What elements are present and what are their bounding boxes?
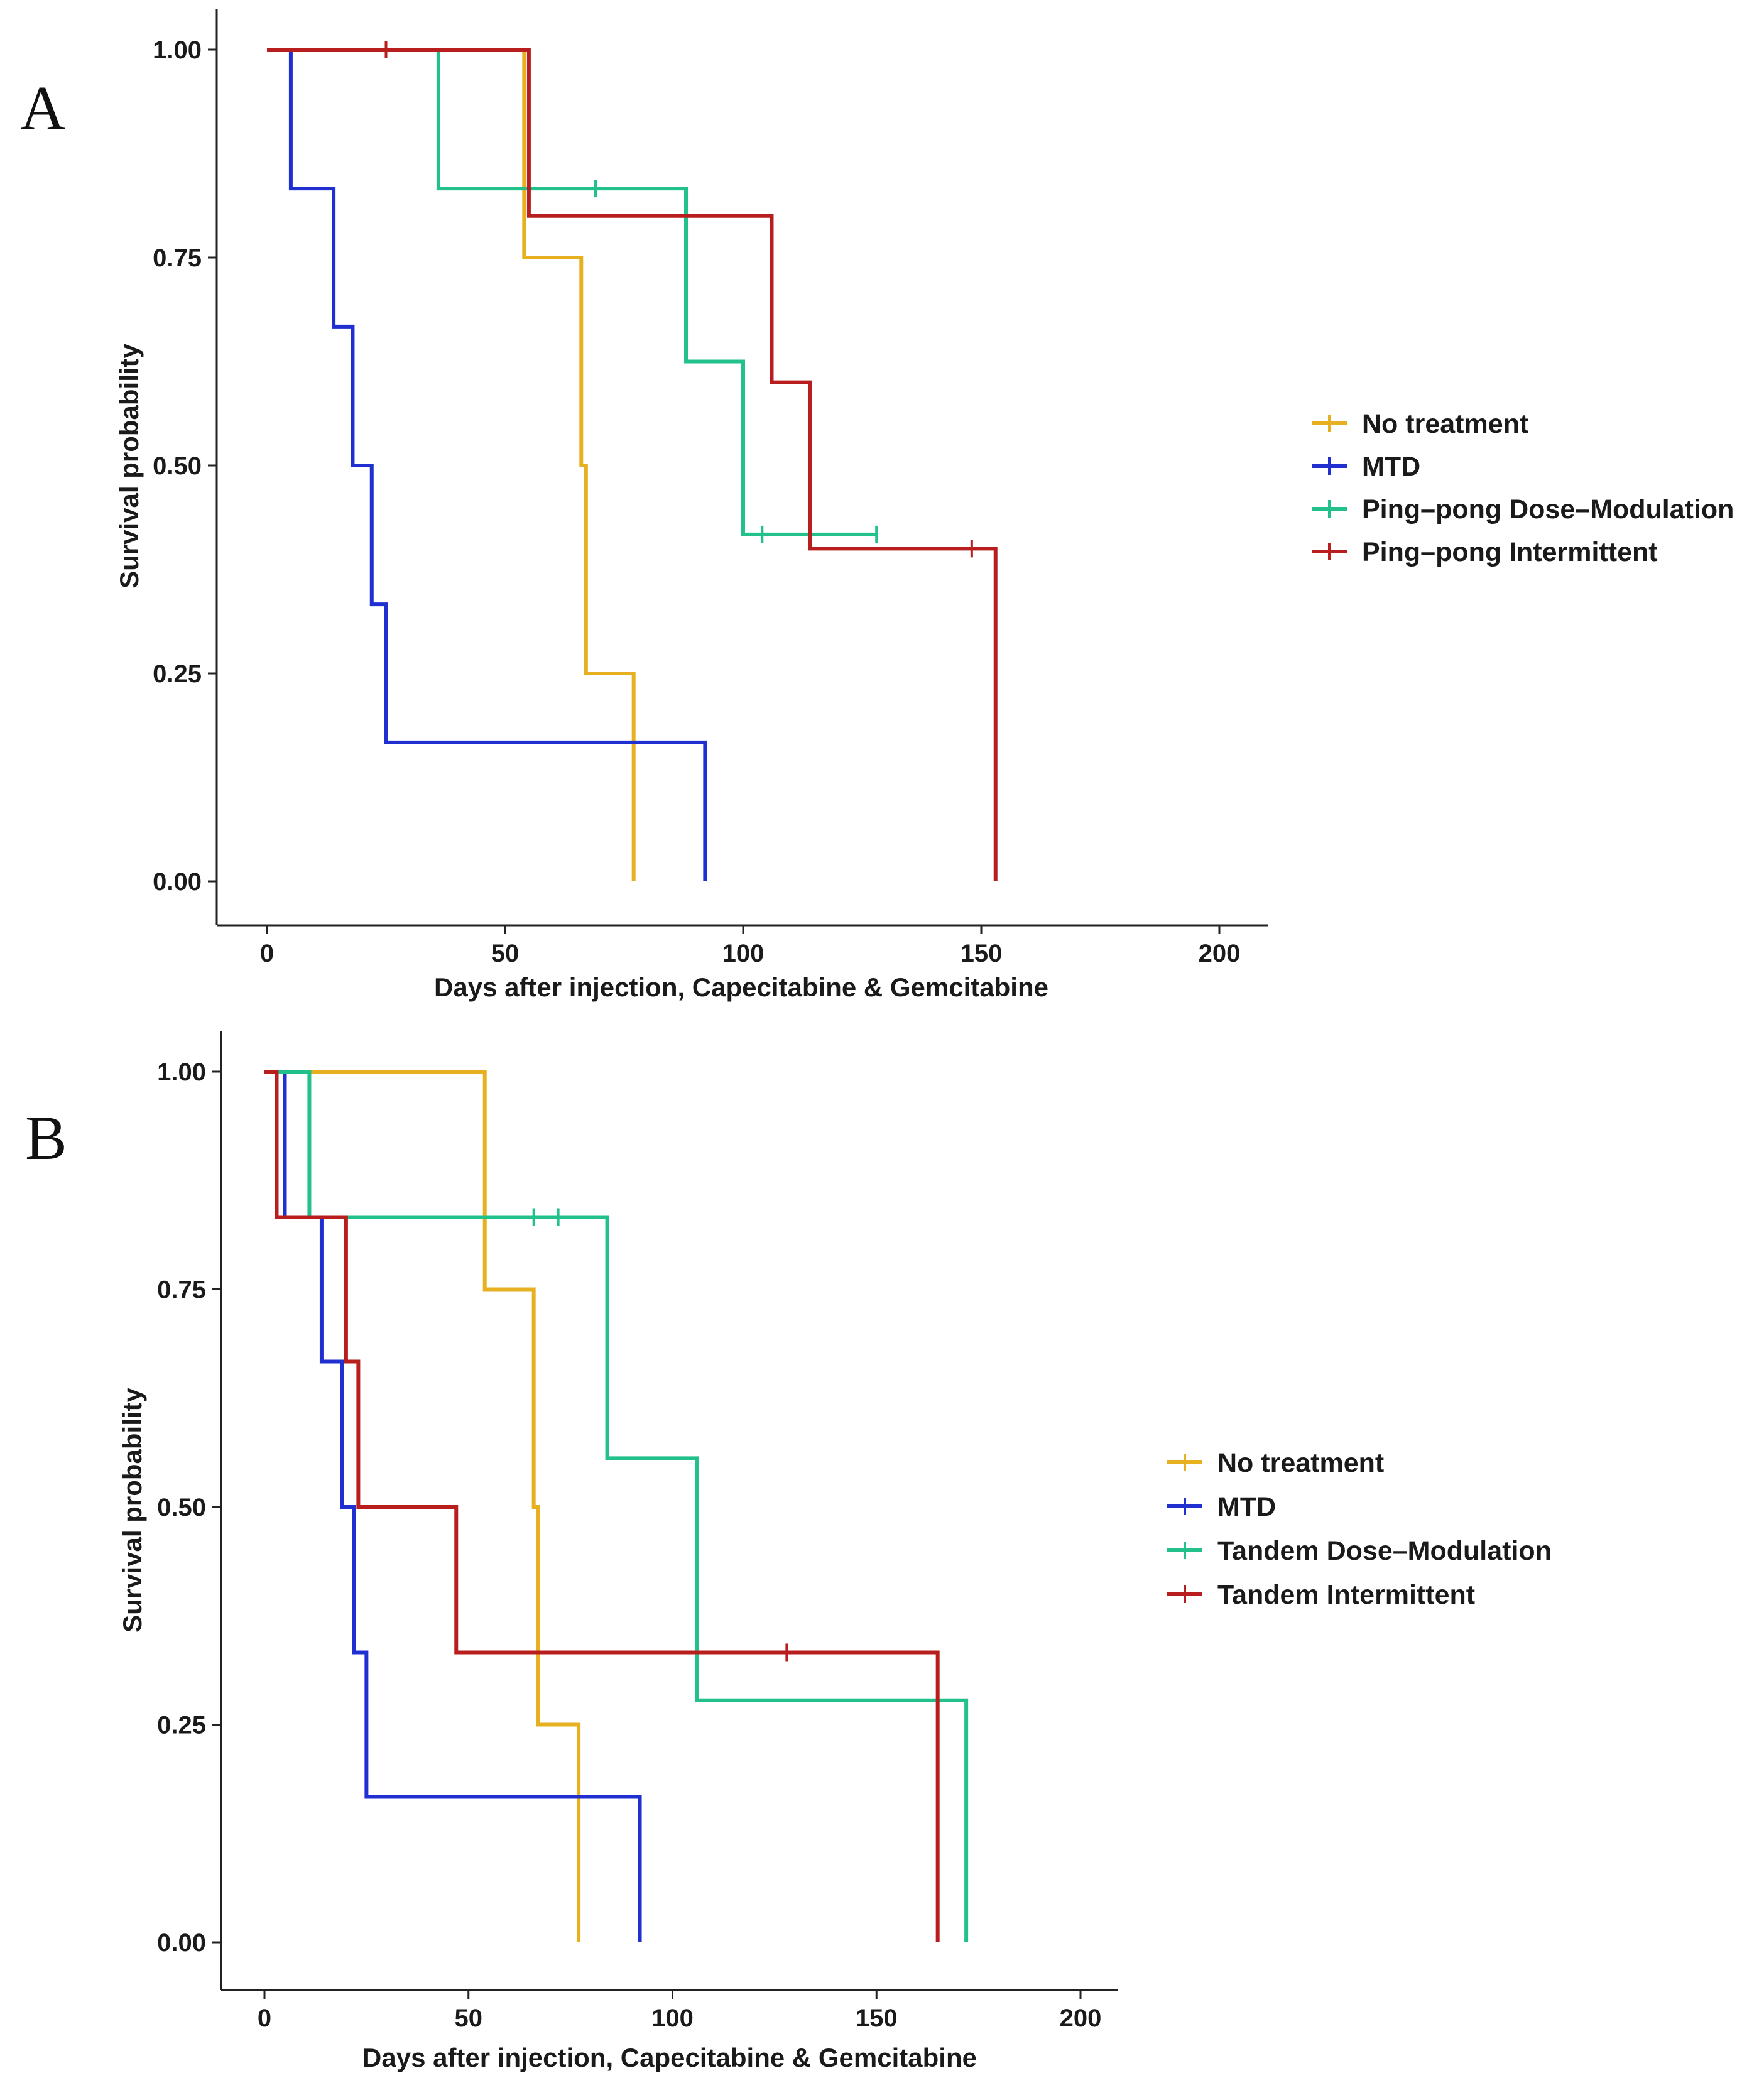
- panel-a-y-tick-label: 0.50: [153, 452, 202, 480]
- panel-a-legend-label: Ping–pong Dose–Modulation: [1362, 494, 1734, 525]
- panel-a-x-tick-label: 0: [260, 940, 274, 967]
- panel-b-y-tick-label: 1.00: [157, 1058, 206, 1086]
- panel-b-legend-label: Tandem Dose–Modulation: [1217, 1536, 1552, 1566]
- panel-a-x-tick-label: 200: [1199, 940, 1241, 967]
- panel-b-x-axis-title: Days after injection, Capecitabine & Gem…: [362, 2043, 977, 2072]
- panel-a-legend: No treatment MTD Ping–pong Dose–Modulation…: [1312, 409, 1734, 567]
- panel-a-curve-mtd: [267, 48, 707, 881]
- panel-b-x-tick-label: 100: [651, 2004, 694, 2032]
- panel-a-y-tick-label: 0.75: [153, 244, 202, 272]
- panel-b-y-tick-label: 0.00: [157, 1929, 206, 1957]
- panel-b-legend-label: No treatment: [1217, 1448, 1384, 1478]
- panel-a-legend-item-no-treatment: No treatment: [1312, 409, 1528, 439]
- panel-b-label: B: [25, 1103, 67, 1173]
- panel-a-x-tick-label: 150: [961, 940, 1003, 967]
- panel-a-y-tick-label: 0.25: [153, 660, 202, 688]
- panel-b-legend-item-mtd: MTD: [1167, 1492, 1276, 1522]
- panel-a-x-axis-title: Days after injection, Capecitabine & Gem…: [434, 972, 1048, 1002]
- panel-a-legend-item-mtd: MTD: [1312, 452, 1420, 482]
- panel-b: B 0 50 100 150 200 0.00 0.25 0.50 0.75 1.00 Days …: [25, 1031, 1552, 2072]
- panel-b-curve-no-treatment: [264, 1070, 581, 1942]
- panel-b-y-tick-label: 0.75: [157, 1276, 206, 1304]
- panel-b-y-tick-label: 0.25: [157, 1712, 206, 1739]
- panel-b-x-tick-label: 50: [455, 2004, 483, 2032]
- panel-b-y-tick-label: 0.50: [157, 1494, 206, 1521]
- panel-b-legend-label: Tandem Intermittent: [1217, 1580, 1475, 1610]
- panel-b-legend-item-tandem-dose-modulation: Tandem Dose–Modulation: [1167, 1536, 1552, 1566]
- panel-a-curve-no-treatment: [267, 48, 636, 881]
- panel-a-x-tick-label: 50: [491, 940, 520, 967]
- panel-a-legend-item-ping-pong-dose-modulation: Ping–pong Dose–Modulation: [1312, 494, 1734, 525]
- panel-a-y-tick-label: 0.00: [153, 868, 202, 896]
- panel-a-curve-ping-pong-dose-modulation: [267, 48, 877, 536]
- panel-b-x-tick-label: 0: [258, 2004, 271, 2032]
- panel-a-plot-area: 0 50 100 150 200 0.00 0.25 0.50 0.75 1.00: [153, 9, 1268, 967]
- panel-a-legend-label: No treatment: [1362, 409, 1528, 439]
- panel-b-legend-item-tandem-intermittent: Tandem Intermittent: [1167, 1580, 1475, 1610]
- panel-b-legend-label: MTD: [1217, 1492, 1276, 1522]
- panel-b-y-axis-title: Survival probability: [117, 1387, 147, 1632]
- panel-a-curve-ping-pong-intermittent: [267, 48, 998, 881]
- panel-a-y-axis-title: Survival probability: [114, 343, 144, 588]
- panel-b-x-tick-label: 200: [1060, 2004, 1102, 2032]
- panel-b-x-tick-label: 150: [856, 2004, 898, 2032]
- panel-a-legend-item-ping-pong-intermittent: Ping–pong Intermittent: [1312, 537, 1658, 567]
- panel-b-curve-tandem-dose-modulation: [264, 1070, 969, 1942]
- panel-a-legend-label: MTD: [1362, 452, 1420, 482]
- panel-b-legend-item-no-treatment: No treatment: [1167, 1448, 1384, 1478]
- panel-b-legend: No treatment MTD Tandem Dose–Modulation Tan…: [1167, 1448, 1552, 1610]
- panel-a-x-tick-label: 100: [722, 940, 765, 967]
- panel-b-curve-tandem-intermittent: [264, 1070, 940, 1942]
- panel-a-y-tick-label: 1.00: [153, 36, 202, 64]
- panel-a: A 0 50 100 150 200 0.00 0.25 0.50 0.75 1.00 Days …: [20, 9, 1734, 1002]
- panel-a-legend-label: Ping–pong Intermittent: [1362, 537, 1658, 567]
- panel-b-plot-area: 0 50 100 150 200 0.00 0.25 0.50 0.75 1.00: [157, 1031, 1118, 2032]
- panel-a-label: A: [20, 73, 65, 143]
